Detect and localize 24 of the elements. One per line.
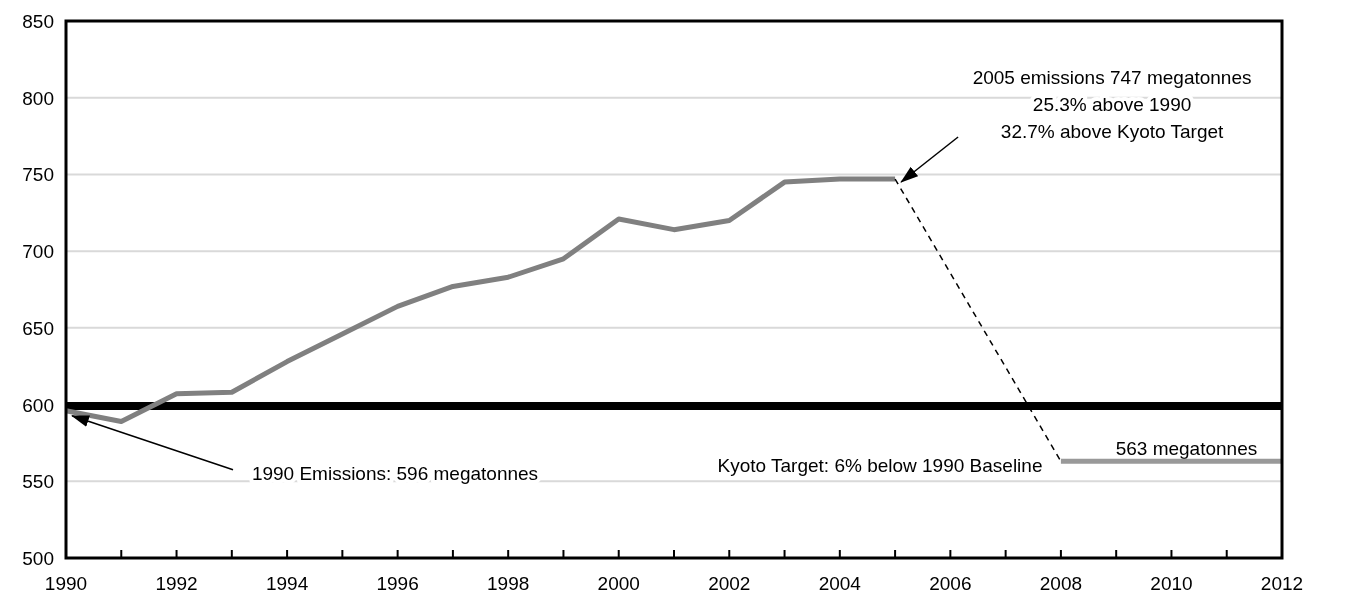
x-tick-label: 2004 bbox=[818, 573, 862, 594]
y-tick-label: 700 bbox=[22, 241, 54, 263]
x-tick-label: 1992 bbox=[155, 573, 198, 594]
x-tick-label: 2012 bbox=[1260, 573, 1304, 594]
y-tick-label: 850 bbox=[22, 11, 54, 32]
x-tick-label: 2010 bbox=[1150, 573, 1193, 594]
y-tick-label: 550 bbox=[22, 471, 54, 493]
annotation: 2005 emissions 747 megatonnes 25.3% above 1990 32.7% above Kyoto Target bbox=[972, 67, 1252, 143]
y-tick-label: 800 bbox=[22, 87, 54, 109]
x-tick-label: 1994 bbox=[265, 573, 309, 594]
x-tick-label: 2006 bbox=[929, 573, 972, 594]
x-tick-label: 2002 bbox=[708, 573, 751, 594]
x-tick-label: 1990 bbox=[44, 573, 88, 594]
y-tick-label: 750 bbox=[22, 164, 54, 186]
x-tick-label: 2008 bbox=[1039, 573, 1083, 594]
annotation: 563 megatonnes bbox=[1115, 438, 1258, 460]
x-tick-label: 2000 bbox=[597, 573, 640, 594]
x-tick-label: 1998 bbox=[487, 573, 530, 594]
annotation: Kyoto Target: 6% below 1990 Baseline bbox=[717, 455, 1043, 476]
y-tick-label: 650 bbox=[22, 317, 54, 339]
x-tick-label: 1996 bbox=[376, 573, 419, 594]
y-tick-label: 600 bbox=[22, 394, 54, 416]
y-tick-label: 500 bbox=[22, 548, 54, 569]
annotation: 1990 Emissions: 596 megatonnes bbox=[251, 462, 539, 484]
